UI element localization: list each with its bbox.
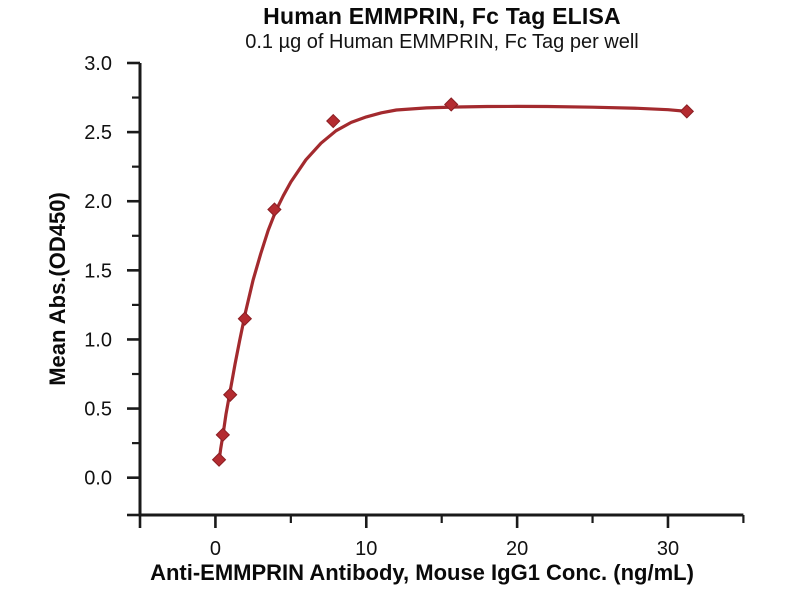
fit-curve xyxy=(217,104,689,466)
y-tick-label: 2.5 xyxy=(84,122,112,144)
data-point-marker xyxy=(326,113,341,129)
data-point-marker xyxy=(267,202,282,217)
y-tick-label: 0.0 xyxy=(84,468,112,490)
y-tick-label: 3.0 xyxy=(84,53,112,75)
data-point-marker xyxy=(223,387,238,402)
x-tick-label: 30 xyxy=(657,538,679,560)
x-axis-label: Anti-EMMPRIN Antibody, Mouse IgG1 Conc. … xyxy=(150,560,694,585)
y-tick-label: 1.5 xyxy=(84,260,112,282)
data-point-marker xyxy=(211,452,227,467)
chart-title: Human EMMPRIN, Fc Tag ELISA xyxy=(263,3,621,29)
data-point-marker xyxy=(443,97,459,112)
data-point-marker xyxy=(679,104,695,119)
x-tick-label: 20 xyxy=(506,538,528,560)
y-tick-label: 2.0 xyxy=(84,191,112,213)
axis-lines xyxy=(138,63,744,517)
x-tick-label: 10 xyxy=(355,538,377,560)
y-tick-label: 1.0 xyxy=(84,329,112,351)
data-point-marker xyxy=(215,427,231,443)
chart-subtitle: 0.1 µg of Human EMMPRIN, Fc Tag per well xyxy=(245,31,639,53)
data-point-marker xyxy=(237,311,253,326)
y-tick-label: 0.5 xyxy=(84,399,112,421)
x-tick-label: 0 xyxy=(210,538,221,560)
